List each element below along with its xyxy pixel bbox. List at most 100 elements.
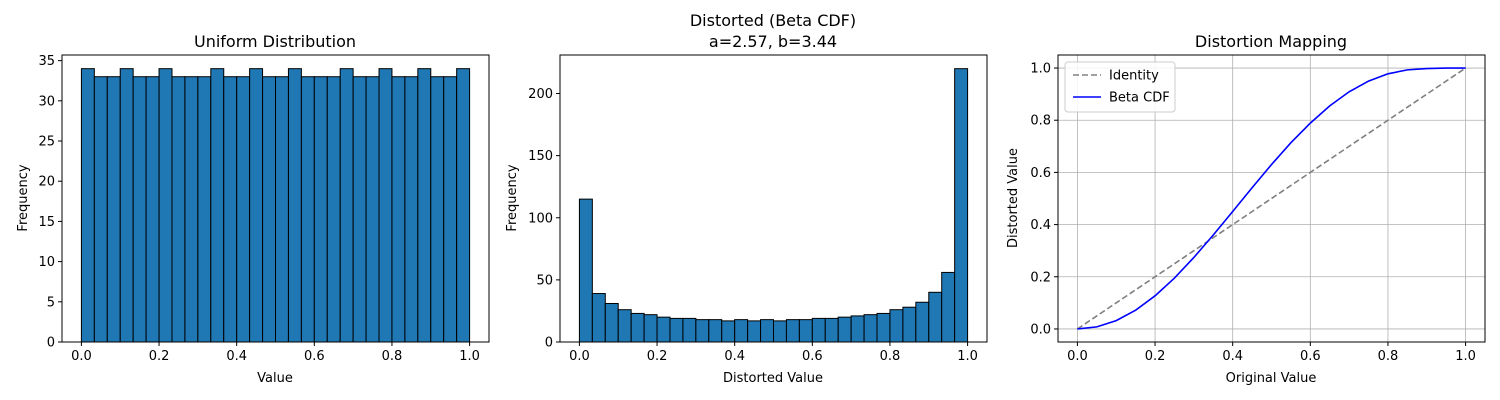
chart-0-bar-8 xyxy=(184,76,199,343)
chart-0-bar-3 xyxy=(119,68,134,343)
chart-2-y-tick-label-2: 0.4 xyxy=(1030,218,1051,233)
chart-0-bar-2 xyxy=(106,76,121,343)
chart-0-y-tick-label-1: 5 xyxy=(47,295,55,310)
chart-1-bar-27 xyxy=(928,291,943,343)
chart-0-bar-18 xyxy=(313,76,328,343)
chart-2-y-tick-label-5: 1.0 xyxy=(1030,62,1051,77)
chart-1-bar-13 xyxy=(747,320,762,343)
chart-1-x-tick-label-0: 0.0 xyxy=(569,349,590,364)
chart-2-y-tick-label-3: 0.6 xyxy=(1030,166,1051,181)
distorted-histogram-panel: Distorted (Beta CDF) a=2.57, b=3.44 Dist… xyxy=(505,11,988,386)
chart-0-x-tick-label-3: 0.6 xyxy=(304,349,325,364)
chart-1-bar-20 xyxy=(837,316,852,343)
chart-0-bar-28 xyxy=(443,76,458,343)
distorted-chart-title: Distorted (Beta CDF) xyxy=(690,11,856,30)
chart-1-bar-26 xyxy=(915,301,930,343)
chart-1-bar-8 xyxy=(682,317,697,343)
chart-1-y-tick-label-2: 100 xyxy=(528,211,553,226)
chart-1-bar-5 xyxy=(643,314,658,343)
chart-0-bar-0 xyxy=(80,68,95,343)
chart-2-y-tick-label-1: 0.2 xyxy=(1030,270,1051,285)
chart-0-bar-15 xyxy=(275,76,289,343)
chart-0-bar-27 xyxy=(430,76,445,343)
chart-0-bar-14 xyxy=(262,76,277,343)
chart-0-bar-10 xyxy=(210,68,225,343)
chart-0-bar-12 xyxy=(236,76,251,343)
chart-1-y-tick-label-4: 200 xyxy=(528,87,553,102)
distorted-x-axis-label: Distorted Value xyxy=(723,371,823,386)
chart-2-axes-frame xyxy=(1057,54,1486,343)
chart-0-y-tick-label-4: 20 xyxy=(38,175,55,190)
chart-0-y-tick-label-3: 15 xyxy=(38,215,55,230)
chart-2-legend-label-0: Identity xyxy=(1109,69,1159,84)
uniform-y-axis-label: Frequency xyxy=(16,164,31,231)
chart-2-x-tick-label-5: 1.0 xyxy=(1455,349,1476,364)
chart-1-bar-0 xyxy=(578,198,593,343)
chart-0-x-tick-label-2: 0.4 xyxy=(226,349,247,364)
chart-0-bar-6 xyxy=(158,68,173,343)
chart-1-bar-22 xyxy=(863,314,878,343)
chart-0-bar-22 xyxy=(365,76,380,343)
chart-0-bar-5 xyxy=(145,76,160,343)
chart-1-bar-23 xyxy=(876,312,891,343)
chart-0-bar-29 xyxy=(456,68,471,343)
chart-0-bar-16 xyxy=(287,68,302,343)
chart-0-x-tick-label-4: 0.8 xyxy=(382,349,403,364)
chart-1-bar-3 xyxy=(617,309,632,343)
chart-0-y-tick-label-7: 35 xyxy=(38,54,55,69)
chart-0-y-tick-label-2: 10 xyxy=(38,255,55,270)
chart-0-bar-26 xyxy=(417,68,432,343)
mapping-x-axis-label: Original Value xyxy=(1226,371,1317,386)
chart-0-x-tick-label-0: 0.0 xyxy=(71,349,92,364)
chart-1-bar-16 xyxy=(785,319,800,343)
chart-1-bar-29 xyxy=(954,68,969,343)
distorted-chart-subtitle: a=2.57, b=3.44 xyxy=(709,32,837,51)
chart-1-bar-9 xyxy=(695,319,710,343)
chart-0-axes-frame xyxy=(61,54,490,343)
chart-1-bar-25 xyxy=(902,306,917,343)
chart-0-bar-23 xyxy=(378,68,393,343)
chart-1-bar-18 xyxy=(811,317,826,343)
chart-1-bar-28 xyxy=(941,271,956,343)
chart-1-bar-24 xyxy=(889,309,904,343)
chart-0-bar-11 xyxy=(223,76,238,343)
chart-1-y-tick-label-1: 50 xyxy=(536,273,553,288)
uniform-chart-title: Uniform Distribution xyxy=(194,32,356,51)
chart-1-bar-10 xyxy=(708,319,723,343)
chart-2-y-tick-label-0: 0.0 xyxy=(1030,322,1051,337)
chart-0-y-tick-label-5: 25 xyxy=(38,135,55,150)
chart-2-x-tick-label-3: 0.6 xyxy=(1300,349,1321,364)
chart-0-bar-9 xyxy=(197,76,212,343)
chart-0-bar-24 xyxy=(391,76,406,343)
chart-1-bar-17 xyxy=(798,319,813,343)
chart-2-legend-label-1: Beta CDF xyxy=(1109,91,1170,106)
chart-1-bar-21 xyxy=(850,315,865,343)
chart-0-bar-21 xyxy=(352,76,367,343)
chart-0-bar-13 xyxy=(249,68,264,343)
chart-1-x-tick-label-4: 0.8 xyxy=(880,349,901,364)
chart-0-bar-7 xyxy=(171,76,186,343)
chart-1-bar-11 xyxy=(721,320,736,343)
chart-0-bar-19 xyxy=(326,76,341,343)
chart-2-y-tick-label-4: 0.8 xyxy=(1030,114,1051,129)
chart-0-y-tick-label-6: 30 xyxy=(38,94,55,109)
chart-1-axes-frame xyxy=(559,54,988,343)
chart-1-bar-2 xyxy=(604,302,619,343)
chart-0-x-tick-label-1: 0.2 xyxy=(149,349,170,364)
mapping-y-axis-label: Distorted Value xyxy=(1006,148,1021,248)
uniform-histogram-panel: Uniform Distribution Value Frequency 0.0… xyxy=(16,32,490,386)
chart-1-bar-15 xyxy=(773,320,787,343)
chart-1-x-tick-label-3: 0.6 xyxy=(802,349,823,364)
chart-2-x-tick-label-2: 0.4 xyxy=(1222,349,1243,364)
chart-1-x-tick-label-5: 1.0 xyxy=(957,349,978,364)
distortion-mapping-panel: Distortion Mapping Original Value Distor… xyxy=(1006,32,1486,386)
chart-1-y-tick-label-0: 0 xyxy=(545,336,553,351)
chart-2-x-tick-label-0: 0.0 xyxy=(1067,349,1088,364)
chart-0-x-tick-label-5: 1.0 xyxy=(459,349,480,364)
chart-2-series-line-1 xyxy=(1077,67,1466,330)
chart-0-bar-25 xyxy=(404,76,419,343)
chart-1-x-tick-label-2: 0.4 xyxy=(724,349,745,364)
uniform-x-axis-label: Value xyxy=(257,371,293,386)
chart-0-bar-20 xyxy=(339,68,354,343)
